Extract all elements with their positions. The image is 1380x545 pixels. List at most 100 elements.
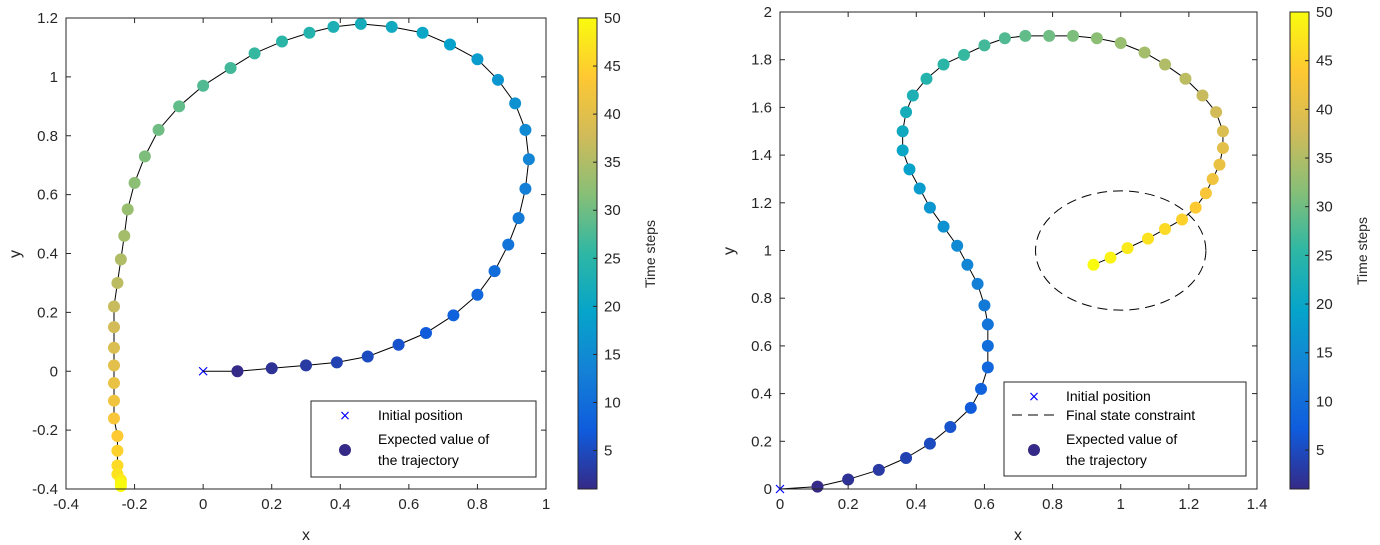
trajectory-point: [416, 26, 429, 39]
trajectory-point: [961, 258, 974, 271]
colorbar-tick-label: 35: [604, 154, 621, 171]
legend-entry-initial-1: Initial position: [378, 407, 463, 423]
trajectory-point: [108, 377, 120, 390]
x-tick-label: 1: [1117, 496, 1125, 513]
x-tick-label: 0.6: [974, 496, 995, 513]
y-tick-label: -0.4: [32, 481, 58, 498]
trajectory-point: [913, 182, 926, 195]
y-tick-label: 1.8: [751, 52, 772, 69]
trajectory-point: [492, 73, 504, 86]
colorbar-2: 5 10 15 20 25 30 35 40 45 50 Time steps: [1289, 4, 1370, 490]
trajectory-point: [964, 401, 977, 414]
trajectory-point: [900, 451, 913, 464]
trajectory-point: [1087, 258, 1100, 271]
trajectory-point: [1138, 46, 1151, 59]
trajectory-point: [300, 359, 312, 372]
legend-dot-icon-2: [1028, 444, 1040, 456]
trajectory-point: [1196, 89, 1209, 102]
trajectory-point: [923, 201, 936, 214]
legend-2: × Initial position Final state constrain…: [1003, 381, 1247, 477]
trajectory-point: [937, 58, 950, 71]
colorbar-tick-label: 25: [604, 250, 621, 267]
trajectory-point: [121, 203, 134, 216]
trajectory-point: [471, 53, 484, 66]
x-tick-label: 0: [199, 496, 207, 513]
x-tick-label: 0.8: [1042, 496, 1063, 513]
trajectory-point: [354, 17, 367, 30]
trajectory-point: [896, 125, 909, 138]
y-tick-label: 0.4: [751, 386, 772, 403]
colorbar-1: 5 10 15 20 25 30 35 40 45 50 Time steps: [577, 10, 658, 490]
legend-entry-expected-line1-1: Expected value of: [378, 431, 489, 447]
colorbar-tick-label: 45: [604, 58, 621, 75]
y-axis-label-2: y: [721, 247, 738, 255]
y-tick-label: 0.6: [37, 187, 58, 204]
trajectory-point: [327, 20, 340, 33]
trajectory-point: [923, 437, 936, 450]
y-axis-label-1: y: [7, 250, 24, 258]
trajectory-point: [1043, 29, 1056, 42]
trajectory-point: [981, 361, 994, 374]
trajectory-point: [1141, 232, 1154, 245]
colorbar-tick-label: 50: [604, 10, 621, 27]
x-tick-label: 0.8: [467, 496, 488, 513]
colorbar-gradient-2: [1289, 11, 1310, 490]
trajectory-point: [1210, 106, 1223, 119]
chart-panel-1: -0.4 -0.2 0 0.2 0.4 0.6 0.8 1 -0.4 -0.2 0 0.2 0.4 0.6…: [7, 10, 658, 544]
trajectory-point: [138, 150, 151, 163]
trajectory-point: [981, 318, 994, 331]
trajectory-point: [998, 32, 1011, 45]
trajectory-point: [522, 153, 535, 166]
trajectory-point: [1176, 213, 1189, 226]
trajectory-point: [842, 473, 855, 486]
y-tick-label: 0: [764, 481, 772, 498]
trajectory-point: [108, 321, 120, 334]
x-tick-label: 0.4: [906, 496, 927, 513]
legend-dot-icon-1: [339, 444, 351, 456]
y-tick-label: 1: [50, 69, 58, 86]
trajectory-point: [361, 350, 374, 363]
trajectory-point: [392, 338, 405, 351]
trajectory-point: [519, 123, 532, 136]
y-tick-label: 0.2: [751, 433, 772, 450]
trajectory-point: [1019, 29, 1032, 42]
y-tick-label: 0.8: [751, 290, 772, 307]
trajectory-point: [108, 341, 120, 354]
x-tick-label: 1: [542, 496, 550, 513]
trajectory-point: [276, 35, 288, 48]
trajectory-point: [444, 38, 456, 51]
trajectory-point: [906, 89, 919, 102]
trajectory-point: [1189, 201, 1202, 214]
trajectory-point: [111, 430, 124, 443]
colorbar-tick-label: 50: [1316, 4, 1333, 21]
y-tick-label: -0.2: [32, 422, 58, 439]
trajectory-point: [971, 277, 984, 290]
trajectory-point: [118, 229, 131, 242]
trajectory-point: [1206, 172, 1219, 185]
y-tick-label: 1.2: [37, 10, 58, 27]
trajectory-point: [265, 362, 278, 375]
trajectory-point: [1121, 242, 1134, 255]
colorbar-tick-label: 20: [1316, 296, 1333, 313]
trajectory-point: [111, 276, 124, 289]
trajectory-point: [903, 163, 916, 176]
colorbar-tick-label: 15: [1316, 345, 1333, 362]
trajectory-point: [519, 182, 532, 195]
colorbar-gradient-1: [577, 17, 598, 490]
colorbar-tick-label: 30: [604, 202, 621, 219]
colorbar-ticks-1: 5 10 15 20 25 30 35 40 45 50: [593, 10, 621, 460]
colorbar-ticks-2: 5 10 15 20 25 30 35 40 45 50: [1305, 4, 1333, 459]
trajectory-point: [944, 420, 957, 433]
trajectory-point: [231, 365, 244, 378]
trajectory-point: [1067, 29, 1080, 42]
x-tick-label: 1.4: [1247, 496, 1268, 513]
trajectory-point: [303, 26, 316, 39]
trajectory-point: [330, 356, 343, 369]
trajectory-point: [978, 299, 991, 312]
trajectory-point: [981, 339, 994, 352]
colorbar-tick-label: 30: [1316, 199, 1333, 216]
trajectory-point: [1179, 72, 1192, 85]
colorbar-tick-label: 15: [604, 346, 621, 363]
trajectory-point: [811, 480, 824, 493]
trajectory-point: [1159, 223, 1172, 236]
